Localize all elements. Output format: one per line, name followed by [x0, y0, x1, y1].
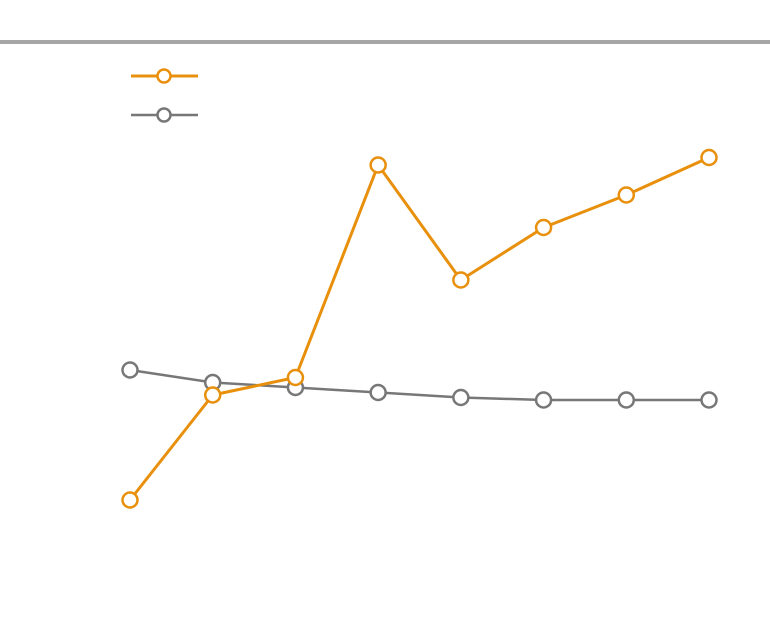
legend-entry-2 [131, 107, 198, 123]
legend [131, 68, 198, 123]
series-1-point-7 [617, 186, 636, 204]
series-1-line [128, 156, 710, 501]
series-1-point-6 [534, 218, 553, 237]
series-2-point-8 [700, 391, 718, 409]
series-1-point-2 [203, 386, 222, 404]
series-2-point-1 [121, 361, 139, 379]
legend-marker-2 [156, 107, 172, 123]
series-1-point-8 [700, 148, 718, 167]
series-1-point-3 [286, 368, 305, 387]
series-2-point-7 [617, 391, 636, 409]
series-2-point-4 [369, 383, 387, 402]
series-1 [121, 148, 718, 509]
series-2-line [129, 368, 709, 402]
series-1-point-5 [452, 271, 470, 289]
legend-marker-1 [156, 68, 172, 84]
legend-entry-1 [131, 68, 198, 84]
series-2-point-6 [534, 391, 553, 409]
plot-area [121, 148, 718, 509]
series-1-point-4 [369, 156, 387, 174]
series-1-point-1 [121, 491, 139, 509]
series-2-point-5 [452, 388, 470, 407]
